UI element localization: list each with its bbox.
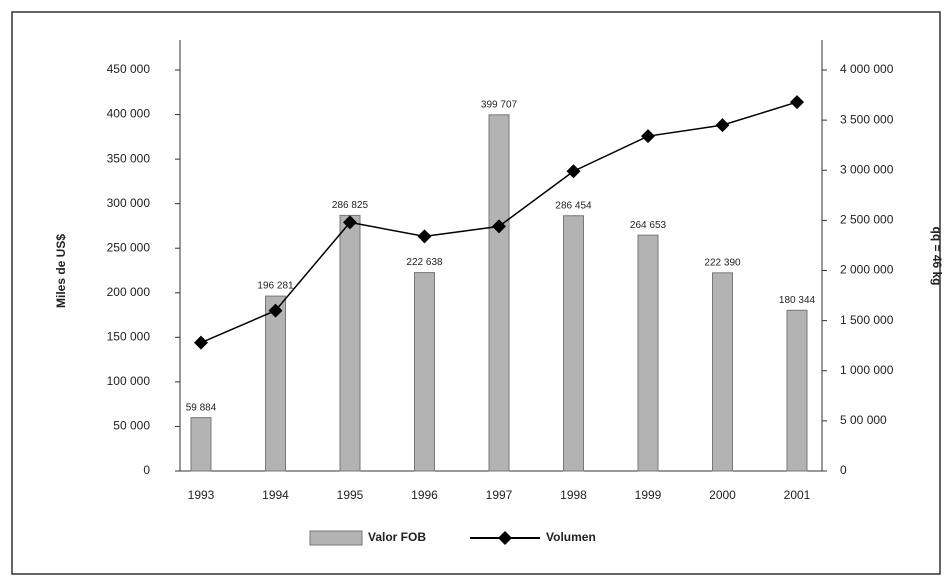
y-tick-label: 50 000: [113, 419, 150, 433]
x-tick-label: 1995: [337, 488, 364, 502]
y2-tick-label: 2 000 000: [840, 263, 894, 277]
marker: [641, 129, 655, 144]
y-tick-label: 450 000: [107, 62, 151, 76]
y-tick-label: 400 000: [107, 107, 151, 121]
y-tick-label: 250 000: [107, 240, 151, 254]
legend-swatch: [309, 530, 363, 546]
y-tick-label: 300 000: [107, 196, 151, 210]
value-label: 196 281: [257, 281, 294, 292]
y2-tick-label: 2 500 000: [840, 213, 894, 227]
legend-label: Volumen: [546, 530, 596, 544]
y2-tick-label: 5 00 000: [840, 413, 887, 427]
value-label: 59 884: [186, 402, 217, 413]
y-tick-label: 100 000: [107, 374, 151, 388]
marker: [566, 164, 581, 179]
marker: [417, 229, 432, 244]
value-label: 222 390: [704, 257, 741, 268]
y2-tick-label: 0: [840, 463, 847, 477]
value-label: 286 454: [555, 200, 592, 211]
x-tick-label: 1996: [411, 488, 438, 502]
x-tick-label: 1994: [262, 488, 289, 502]
value-label: 180 344: [779, 295, 816, 306]
marker: [194, 335, 208, 350]
y2-tick-label: 3 000 000: [840, 162, 894, 176]
bar: [488, 114, 510, 472]
y2-axis-label: qq = 46 kg: [930, 226, 944, 285]
bar: [712, 272, 733, 472]
value-label: 286 825: [332, 200, 369, 211]
bar: [637, 234, 659, 472]
marker: [790, 95, 804, 110]
x-tick-label: 1999: [635, 488, 662, 502]
y-axis-label: Miles de US$: [54, 234, 68, 308]
bar: [339, 214, 361, 472]
x-tick-label: 1993: [188, 488, 215, 502]
y2-tick-label: 4 000 000: [840, 62, 894, 76]
bar: [190, 417, 212, 472]
marker: [715, 118, 730, 133]
x-tick-label: 2001: [784, 488, 811, 502]
value-label: 264 653: [630, 220, 667, 231]
bar: [414, 272, 435, 472]
x-tick-label: 2000: [709, 488, 736, 502]
value-label: 222 638: [406, 257, 443, 268]
x-tick-label: 1997: [486, 488, 513, 502]
bar: [265, 295, 286, 472]
y2-tick-label: 1 000 000: [840, 363, 894, 377]
bar: [563, 215, 584, 472]
value-label: 399 707: [481, 99, 518, 110]
y2-tick-label: 3 500 000: [840, 112, 894, 126]
marker: [492, 219, 506, 234]
y-tick-label: 0: [143, 463, 150, 477]
frame: [11, 11, 941, 575]
legend-label: Valor FOB: [368, 530, 426, 544]
bar: [786, 309, 808, 472]
x-tick-label: 1998: [560, 488, 587, 502]
y-tick-label: 200 000: [107, 285, 151, 299]
marker: [343, 215, 357, 230]
marker: [268, 303, 283, 318]
y-tick-label: 350 000: [107, 151, 151, 165]
y2-tick-label: 1 500 000: [840, 313, 894, 327]
legend-marker: [498, 531, 512, 545]
y-tick-label: 150 000: [107, 330, 151, 344]
